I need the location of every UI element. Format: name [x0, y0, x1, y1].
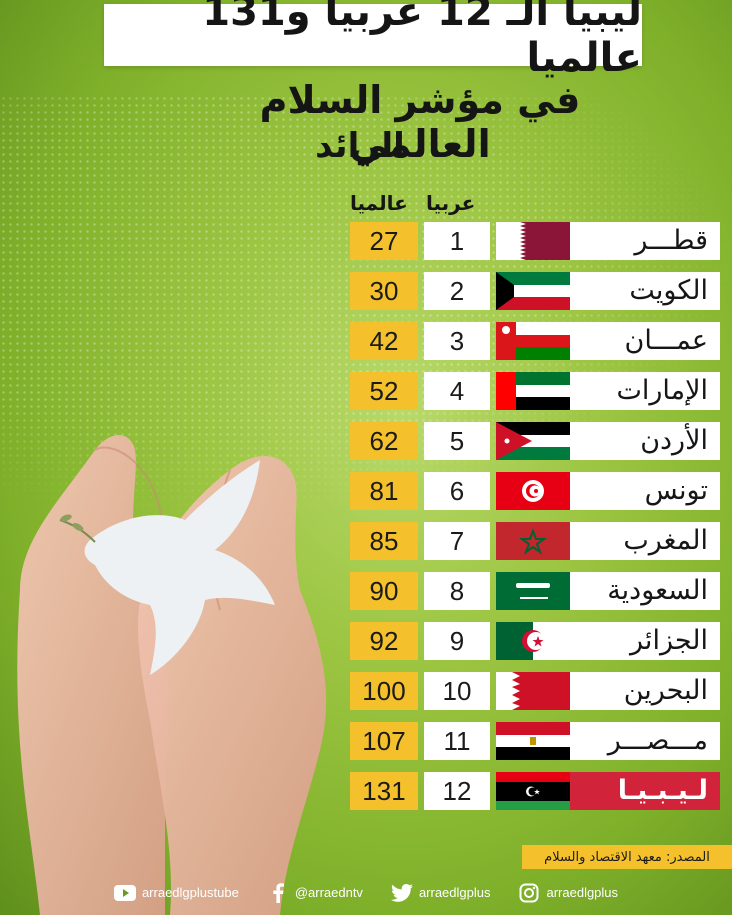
country-name: تونس: [644, 475, 708, 506]
global-rank-cell: 81: [350, 472, 418, 510]
country-name: قطـــر: [634, 225, 708, 256]
subtitle-line-2: الرائد: [315, 126, 405, 166]
youtube-link[interactable]: arraedlgplustube: [113, 882, 239, 904]
global-rank-cell: 107: [350, 722, 418, 760]
youtube-handle: arraedlgplustube: [141, 885, 239, 900]
table-row: 100 10 البحرين: [350, 672, 720, 710]
table-row: 85 7 المغرب: [350, 522, 720, 560]
headline-title: ليبيا الـ 12 عربيا و131 عالميا: [104, 0, 642, 81]
subtitle-line: في مؤشر السلام العالمي: [259, 78, 581, 166]
arab-rank-cell: 12: [424, 772, 490, 810]
country-name: الجزائر: [630, 625, 708, 656]
country-name: مـــصـــر: [607, 725, 708, 756]
uae-flag-icon: [496, 372, 570, 410]
global-rank-cell: 85: [350, 522, 418, 560]
global-rank-cell: 52: [350, 372, 418, 410]
arab-rank-cell: 10: [424, 672, 490, 710]
arab-rank-cell: 7: [424, 522, 490, 560]
table-row: 107 11 مـــصـــر: [350, 722, 720, 760]
instagram-link[interactable]: arraedlgplus: [518, 882, 618, 904]
arab-rank-cell: 3: [424, 322, 490, 360]
headline-text: ليبيا الـ 12 عربيا و131 عالميا: [202, 0, 642, 81]
global-rank-cell: 30: [350, 272, 418, 310]
egypt-flag-icon: [496, 722, 570, 760]
saudi-flag-icon: [496, 572, 570, 610]
country-name: الإمارات: [616, 375, 708, 406]
table-row: 92 9 الجزائر: [350, 622, 720, 660]
column-header-global: عالميا: [350, 191, 408, 215]
jordan-flag-icon: [496, 422, 570, 460]
country-name: الأردن: [640, 425, 708, 456]
qatar-flag-icon: [496, 222, 570, 260]
instagram-handle: arraedlgplus: [546, 885, 619, 900]
algeria-flag-icon: [496, 622, 570, 660]
global-rank-cell: 42: [350, 322, 418, 360]
country-name: عمـــان: [624, 325, 708, 356]
arab-rank-cell: 2: [424, 272, 490, 310]
arab-rank-cell: 9: [424, 622, 490, 660]
table-row: 90 8 السعودية: [350, 572, 720, 610]
youtube-icon: [113, 882, 136, 904]
country-name: المغرب: [623, 525, 708, 556]
global-rank-cell: 90: [350, 572, 418, 610]
twitter-icon: [390, 882, 413, 904]
arab-rank-cell: 8: [424, 572, 490, 610]
country-name: السعودية: [607, 575, 708, 606]
country-name: الكويت: [629, 275, 708, 306]
hands-dove-illustration: [17, 435, 327, 915]
morocco-flag-icon: [496, 522, 570, 560]
table-row: 131 12 لـيـبـيـا: [350, 772, 720, 810]
global-rank-cell: 27: [350, 222, 418, 260]
table-row: 42 3 عمـــان: [350, 322, 720, 360]
tunisia-flag-icon: [496, 472, 570, 510]
libya-flag-icon: [496, 772, 570, 810]
global-rank-cell: 131: [350, 772, 418, 810]
source-caption: المصدر: معهد الاقتصاد والسلام: [522, 845, 732, 869]
arab-rank-cell: 11: [424, 722, 490, 760]
oman-flag-icon: [496, 322, 570, 360]
country-name: البحرين: [623, 675, 708, 706]
arab-rank-cell: 5: [424, 422, 490, 460]
facebook-link[interactable]: @arraedntv: [267, 882, 363, 904]
arab-rank-cell: 1: [424, 222, 490, 260]
global-rank-cell: 62: [350, 422, 418, 460]
table-row: 52 4 الإمارات: [350, 372, 720, 410]
facebook-handle: @arraedntv: [294, 885, 363, 900]
kuwait-flag-icon: [496, 272, 570, 310]
twitter-link[interactable]: arraedlgplus: [390, 882, 491, 904]
facebook-icon: [267, 882, 289, 904]
arab-rank-cell: 6: [424, 472, 490, 510]
arab-rank-cell: 4: [424, 372, 490, 410]
table-row: 27 1 قطـــر: [350, 222, 720, 260]
social-footer: arraedlgplustube @arraedntv arraedlgplus…: [0, 870, 732, 915]
twitter-handle: arraedlgplus: [418, 885, 491, 900]
country-name: لـيـبـيـا: [617, 775, 708, 806]
global-rank-cell: 100: [350, 672, 418, 710]
table-row: 62 5 الأردن: [350, 422, 720, 460]
instagram-icon: [518, 882, 540, 904]
bahrain-flag-icon: [496, 672, 570, 710]
global-rank-cell: 92: [350, 622, 418, 660]
table-row: 30 2 الكويت: [350, 272, 720, 310]
column-header-arab: عربيا: [426, 191, 476, 215]
table-row: 81 6 تونس: [350, 472, 720, 510]
